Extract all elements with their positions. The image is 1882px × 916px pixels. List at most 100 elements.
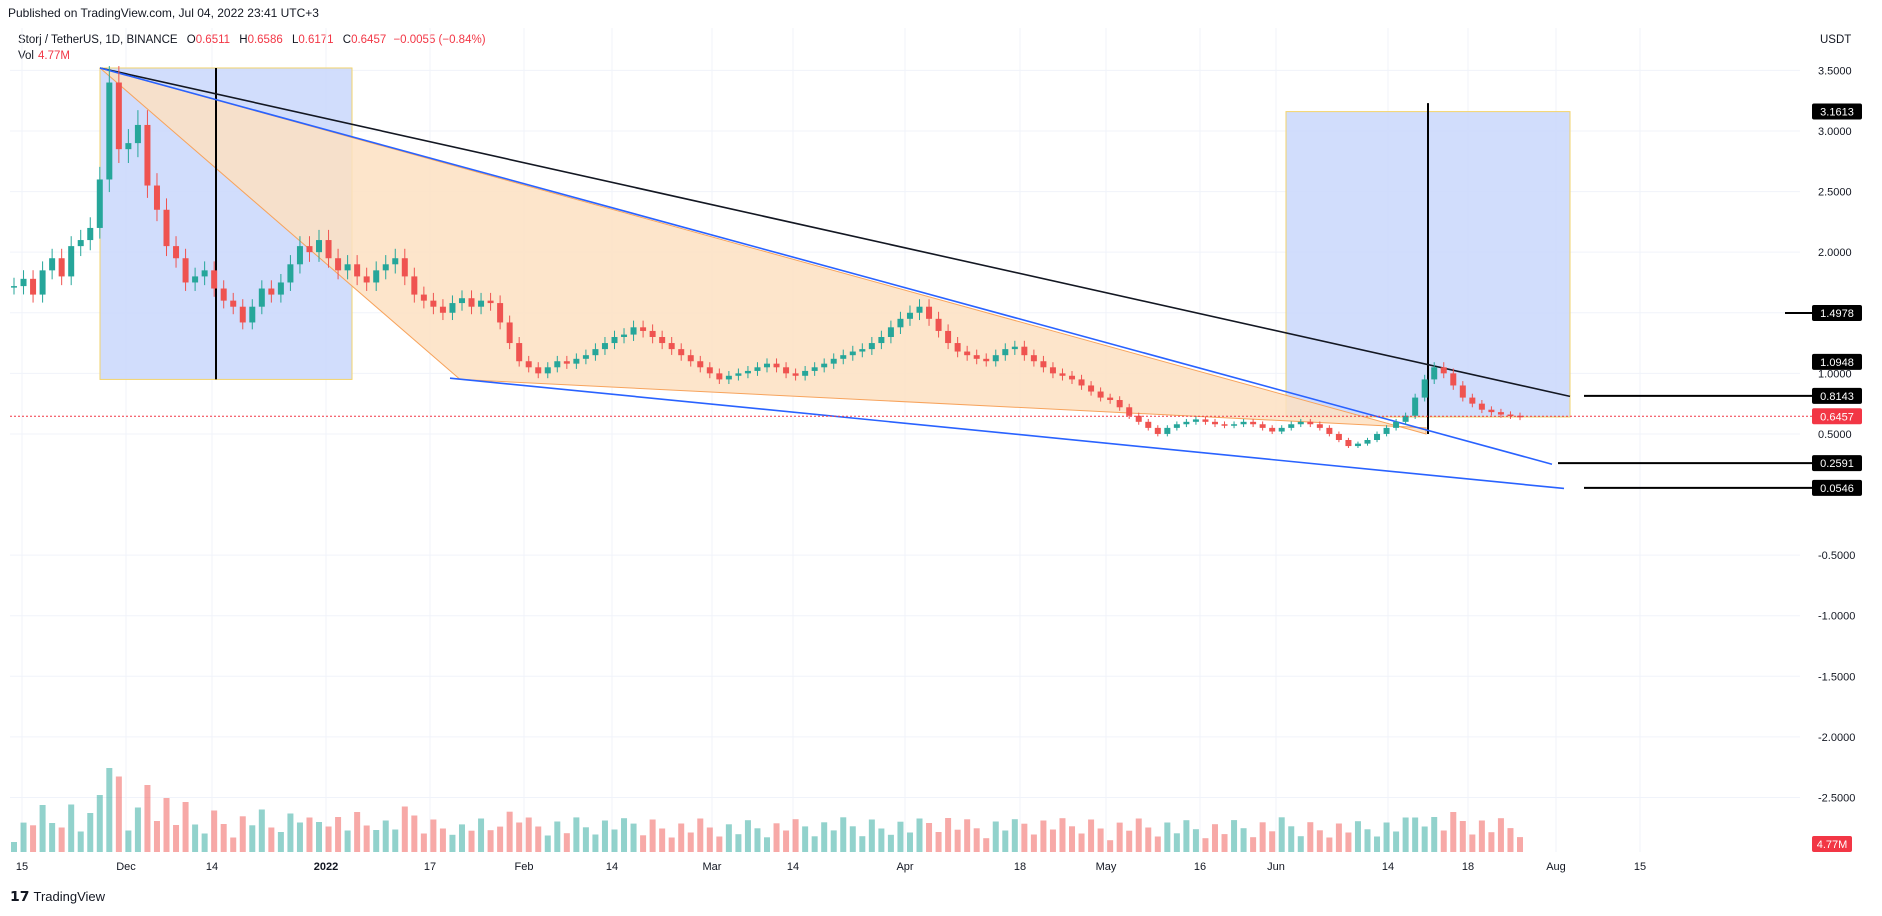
volume-bar	[134, 807, 141, 852]
volume-bar	[611, 829, 618, 852]
candle	[659, 337, 666, 344]
volume-bar	[430, 819, 437, 852]
volume-bar	[1269, 831, 1276, 852]
volume-bar	[1002, 830, 1009, 852]
y-tick-label: 0.5000	[1818, 429, 1852, 441]
volume-bar	[754, 828, 761, 852]
candle	[106, 82, 113, 180]
volume-bar	[106, 768, 113, 852]
y-tick-label: 3.0000	[1818, 126, 1852, 138]
volume-bar	[1297, 836, 1304, 852]
volume-bar	[535, 826, 542, 852]
candle	[58, 258, 65, 277]
volume-bar	[744, 820, 751, 852]
volume-bar	[640, 835, 647, 852]
trendline-blue-lower	[449, 377, 1565, 490]
close-value: 0.6457	[351, 34, 387, 46]
x-tick-label: Mar	[703, 861, 722, 873]
volume-bar	[296, 822, 303, 852]
candle	[859, 349, 866, 352]
volume-bar	[1288, 826, 1295, 852]
x-tick-label: 18	[1014, 861, 1026, 873]
candle	[1459, 385, 1466, 398]
candle	[973, 355, 980, 359]
candle	[1440, 367, 1447, 374]
volume-bar	[77, 831, 84, 852]
footer-brand: 𝟭𝟳 TradingView	[10, 888, 105, 905]
published-caption: Published on TradingView.com, Jul 04, 20…	[8, 6, 319, 20]
volume-bar	[887, 834, 894, 852]
low-value: 0.6171	[298, 34, 334, 46]
volume-bar	[1173, 833, 1180, 852]
volume-bar	[325, 826, 332, 852]
candle	[516, 343, 523, 362]
volume-bar	[897, 821, 904, 852]
candle	[1421, 379, 1428, 398]
candle	[287, 264, 294, 283]
volume-bar	[230, 837, 237, 852]
volume-bar	[411, 815, 418, 852]
candle	[1192, 419, 1199, 422]
candle	[1154, 427, 1161, 434]
candle	[1164, 427, 1171, 434]
price-label-box	[1812, 305, 1862, 322]
candle	[392, 258, 399, 265]
volume-bar	[1211, 824, 1218, 852]
volume-bar	[1164, 822, 1171, 852]
candle	[277, 282, 284, 295]
candle	[802, 370, 809, 376]
volume-bar	[468, 830, 475, 852]
volume-bar	[1116, 822, 1123, 852]
volume-bar	[1431, 817, 1438, 852]
candle	[935, 318, 942, 331]
candle	[744, 370, 751, 374]
volume-bar	[1497, 818, 1504, 852]
volume-bar	[678, 823, 685, 852]
volume-bar	[601, 820, 608, 852]
candle	[926, 306, 933, 319]
candle	[1145, 421, 1152, 428]
candle	[1126, 407, 1133, 416]
volume-bar	[249, 825, 256, 852]
candle	[706, 367, 713, 374]
candle	[878, 337, 885, 344]
volume-bar	[964, 819, 971, 852]
volume-bar	[668, 837, 675, 852]
candle	[535, 367, 542, 374]
candle	[1431, 367, 1438, 380]
volume-bar	[344, 830, 351, 852]
candle	[1345, 440, 1352, 447]
volume-bar	[125, 830, 132, 852]
symbol-name[interactable]: Storj / TetherUS, 1D, BINANCE	[18, 34, 178, 46]
candle	[544, 367, 551, 374]
volume-bar	[1307, 822, 1314, 852]
y-tick-label: -2.0000	[1818, 732, 1855, 744]
volume-bar	[1011, 819, 1018, 852]
candle	[887, 327, 894, 337]
candle	[630, 327, 637, 335]
candle	[163, 209, 170, 247]
candle	[1316, 424, 1323, 428]
candle	[144, 124, 151, 186]
symbol-legend: Storj / TetherUS, 1D, BINANCE O0.6511 H0…	[18, 34, 486, 46]
volume-bar	[783, 830, 790, 852]
candle	[49, 258, 56, 271]
volume-bar	[420, 833, 427, 852]
volume-bar	[449, 834, 456, 852]
candle	[725, 375, 732, 380]
volume-bar	[277, 832, 284, 852]
price-label: 0.2591	[1820, 458, 1854, 470]
volume-bar	[725, 824, 732, 852]
trendline-black	[99, 67, 1571, 398]
volume-bar	[163, 798, 170, 852]
volume-bar	[621, 818, 628, 852]
candle	[964, 351, 971, 356]
volume-bar	[1450, 812, 1457, 852]
volume-bar	[563, 833, 570, 852]
volume-bar	[544, 835, 551, 852]
candle	[906, 312, 913, 319]
volume-bar	[487, 830, 494, 852]
volume-bar	[497, 826, 504, 852]
candle	[363, 276, 370, 283]
